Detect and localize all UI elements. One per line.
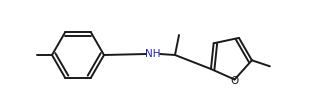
Text: O: O [230,76,239,85]
Text: NH: NH [145,49,161,59]
